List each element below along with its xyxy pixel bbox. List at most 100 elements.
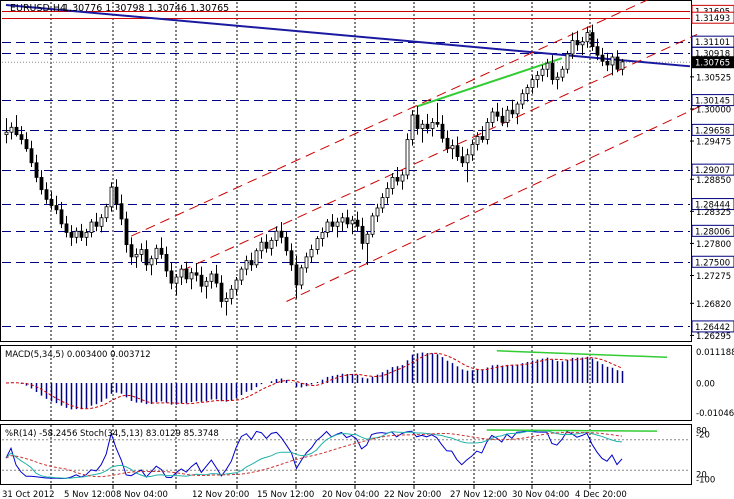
macd-label: MACD(5,34,5) 0.003400 0.003712 bbox=[5, 350, 151, 360]
price-tag bbox=[691, 94, 734, 107]
candle-bear bbox=[119, 203, 124, 220]
candle-bear bbox=[199, 274, 204, 287]
stoch-signal-line bbox=[5, 432, 623, 478]
candle-bull bbox=[405, 139, 410, 176]
price-tick-label: 1.28325 bbox=[696, 208, 731, 218]
price-tick-label: 1.28850 bbox=[696, 176, 731, 186]
macd-panel bbox=[0, 345, 692, 421]
macd-tick-label: 0.011188 bbox=[696, 348, 734, 358]
candle-bear bbox=[575, 40, 580, 46]
candle-bear bbox=[169, 270, 174, 284]
candle-bear bbox=[480, 136, 485, 140]
price-tag bbox=[691, 224, 734, 237]
candle-bear bbox=[395, 177, 400, 182]
candle-bear bbox=[29, 148, 34, 164]
price-tag-label: 1.30918 bbox=[695, 49, 730, 59]
candle-bull bbox=[485, 122, 490, 140]
candle-bear bbox=[64, 223, 69, 233]
time-label: 20 Nov 04:00 bbox=[322, 490, 379, 499]
price-tag bbox=[691, 123, 734, 136]
stoch-tick-label: 20 bbox=[696, 470, 707, 480]
time-label: 15 Nov 12:00 bbox=[257, 490, 314, 499]
candle-bull bbox=[204, 280, 209, 287]
candle-bull bbox=[74, 230, 79, 238]
candle-bull bbox=[450, 145, 455, 150]
candle-bull bbox=[229, 288, 234, 299]
candle-bull bbox=[555, 76, 560, 81]
price-tag bbox=[691, 56, 734, 69]
candle-bull bbox=[390, 177, 395, 189]
candle-bear bbox=[114, 186, 119, 205]
price-tag-label: 1.28006 bbox=[695, 227, 730, 237]
price-tag-label: 1.29007 bbox=[695, 166, 730, 176]
williams-r-line bbox=[5, 430, 623, 480]
candle-bull bbox=[420, 123, 425, 129]
price-tick-label: 1.29475 bbox=[696, 138, 731, 148]
trendlines bbox=[5, 0, 703, 302]
candle-bear bbox=[264, 241, 269, 249]
candle-bull bbox=[320, 232, 325, 239]
candle-bull bbox=[380, 197, 385, 209]
candle-bull bbox=[209, 273, 214, 282]
candle-bear bbox=[330, 221, 335, 227]
candle-bull bbox=[535, 74, 540, 81]
candle-bull bbox=[375, 207, 380, 217]
price-tag bbox=[691, 11, 734, 24]
candle-bear bbox=[59, 209, 64, 225]
candle-bull bbox=[565, 53, 570, 70]
candle-bear bbox=[440, 123, 445, 139]
candle-bull bbox=[309, 249, 314, 258]
candle-bull bbox=[430, 122, 435, 129]
candle-bear bbox=[54, 205, 59, 211]
macd-series bbox=[5, 350, 668, 410]
stoch-main-line bbox=[5, 430, 623, 479]
candle-bear bbox=[600, 54, 605, 62]
macd-tick-label: -0.010462 bbox=[696, 409, 734, 419]
candle-bull bbox=[610, 56, 615, 66]
candle-bull bbox=[9, 126, 14, 133]
price-tag-label: 1.28444 bbox=[695, 201, 730, 211]
candle-bull bbox=[224, 298, 229, 302]
candle-bull bbox=[99, 217, 104, 227]
candle-bull bbox=[179, 268, 184, 278]
candle-bull bbox=[154, 247, 159, 260]
candle-bear bbox=[19, 134, 24, 140]
candle-bull bbox=[239, 268, 244, 281]
candle-bear bbox=[360, 225, 365, 244]
candle-bull bbox=[585, 32, 590, 43]
candle-bull bbox=[400, 174, 405, 182]
candle-bull bbox=[234, 279, 239, 290]
candle-bear bbox=[194, 272, 199, 276]
candle-bear bbox=[510, 109, 515, 115]
candle-bull bbox=[530, 79, 535, 88]
chart-header-ohlc: 1.30776 1.30798 1.30746 1.30765 bbox=[63, 3, 229, 14]
candle-bear bbox=[345, 217, 350, 225]
price-tick-label: 1.26295 bbox=[696, 332, 731, 342]
candle-bull bbox=[470, 144, 475, 156]
candle-bull bbox=[4, 131, 9, 136]
price-tag bbox=[691, 163, 734, 176]
macd-divergence-line bbox=[496, 350, 668, 358]
candle-bull bbox=[365, 233, 370, 244]
candle-bear bbox=[184, 268, 189, 280]
candle-bear bbox=[605, 60, 610, 66]
price-tag-label: 1.29658 bbox=[695, 126, 730, 136]
trendline-channel-lower bbox=[286, 104, 703, 302]
candle-bear bbox=[500, 115, 505, 123]
candle-bear bbox=[550, 62, 555, 81]
candle-bull bbox=[259, 241, 264, 252]
candle-bear bbox=[144, 249, 149, 266]
chart-header-symbol: EURUSD,H4 bbox=[10, 3, 66, 14]
candle-bear bbox=[69, 232, 74, 238]
candle-bull bbox=[189, 272, 194, 280]
time-label: 4 Dec 20:00 bbox=[575, 490, 627, 499]
price-tag bbox=[691, 198, 734, 211]
candle-bear bbox=[94, 221, 99, 227]
stoch-divergence-line bbox=[486, 429, 658, 432]
time-label: 31 Oct 2012 bbox=[2, 490, 55, 499]
candle-bull bbox=[385, 188, 390, 198]
trendline-blue-resistance bbox=[5, 4, 691, 68]
macd-tick-label: 0.00 bbox=[696, 380, 715, 390]
candle-bear bbox=[214, 273, 219, 284]
